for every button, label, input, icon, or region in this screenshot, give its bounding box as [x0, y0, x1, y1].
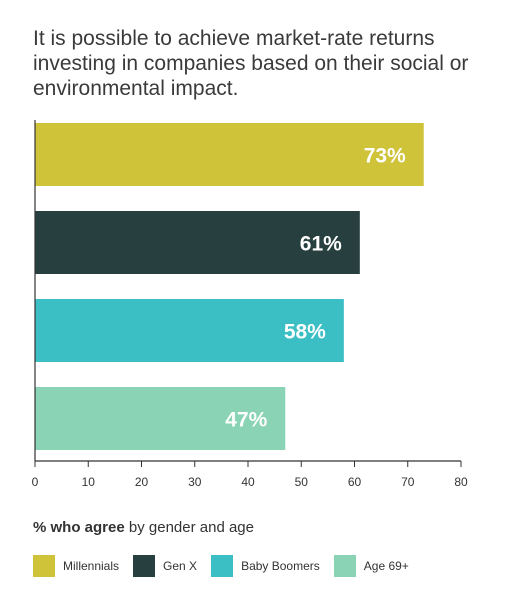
bar-data-label: 61% [300, 233, 342, 256]
legend-label-gen-x: Gen X [163, 559, 198, 573]
x-tick-label: 0 [32, 475, 39, 489]
bar-chart: 73% 61% 58% 47% 0 10 20 30 40 50 60 70 80 [32, 120, 468, 489]
bar-millennials [35, 123, 424, 186]
x-tick-label: 70 [401, 475, 415, 489]
subtitle-bold: % who agree [33, 519, 125, 536]
x-tick-label: 10 [82, 475, 96, 489]
x-tick-label: 60 [348, 475, 362, 489]
x-tick-label: 20 [135, 475, 149, 489]
chart-subtitle: % who agree by gender and age [33, 519, 254, 536]
x-tick-label: 30 [188, 475, 202, 489]
legend-swatch-millennials [33, 555, 55, 577]
legend-item-millennials: Millennials [33, 555, 119, 577]
legend-item-baby-boomers: Baby Boomers [211, 555, 320, 577]
legend-swatch-age-69-plus [333, 555, 356, 577]
bar-baby-boomers [35, 299, 344, 362]
legend-label-age-69-plus: Age 69+ [363, 559, 409, 573]
legend: Millennials Gen X Baby Boomers Age 69+ [33, 555, 423, 577]
legend-item-gen-x: Gen X [133, 555, 197, 577]
legend-label-baby-boomers: Baby Boomers [241, 559, 320, 573]
legend-swatch-gen-x [133, 555, 156, 577]
legend-swatch-baby-boomers [211, 555, 234, 577]
legend-label-millennials: Millennials [63, 559, 120, 573]
subtitle-rest: by gender and age [124, 519, 254, 536]
chart-title: It is possible to achieve market-rate re… [33, 27, 469, 100]
bar-data-label: 58% [284, 321, 326, 344]
bar-data-label: 47% [225, 409, 267, 432]
x-tick-label: 40 [241, 475, 255, 489]
x-tick-label: 50 [295, 475, 309, 489]
bar-gen-x [35, 211, 360, 274]
x-tick-label: 80 [454, 475, 468, 489]
bar-age-69- [35, 387, 286, 450]
legend-item-age-69-plus: Age 69+ [333, 555, 409, 577]
bar-data-label: 73% [364, 145, 406, 168]
